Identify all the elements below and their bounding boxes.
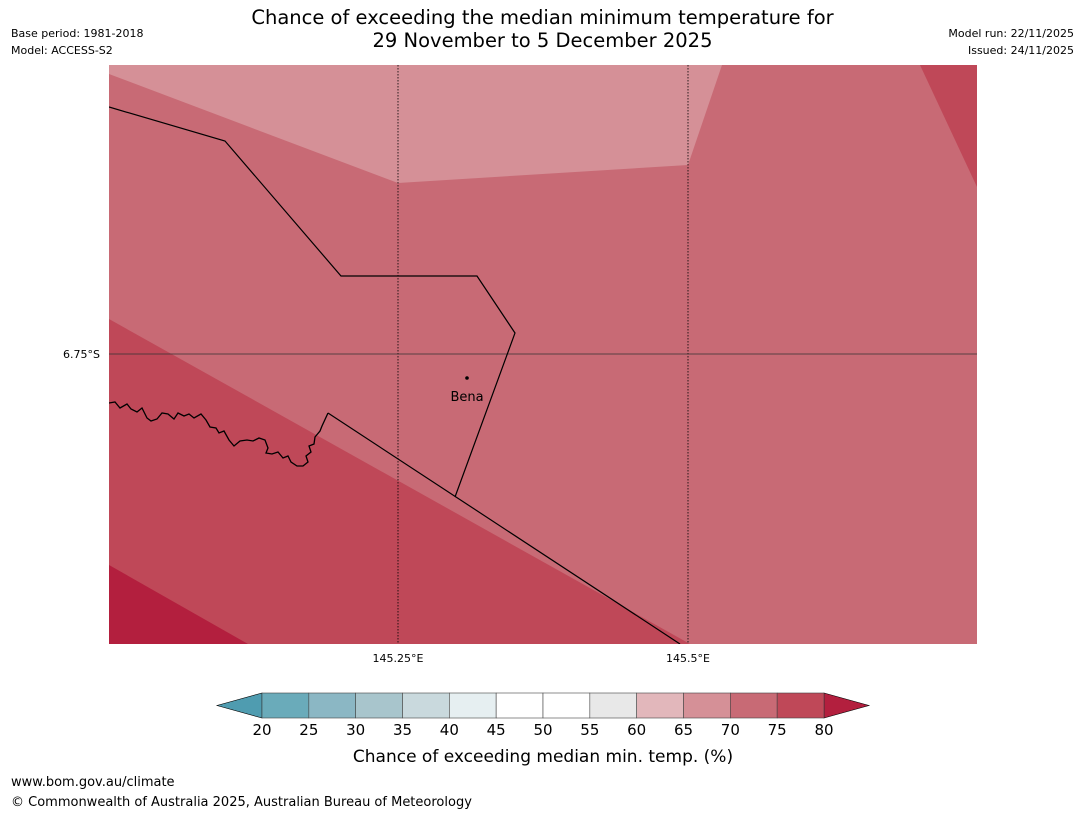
colorbar-tick-label: 60	[627, 721, 646, 739]
lon-axis-label-1: 145.25°E	[373, 652, 424, 665]
footer-url: www.bom.gov.au/climate	[11, 775, 175, 790]
colorbar-bin	[355, 692, 403, 719]
footer-copyright: © Commonwealth of Australia 2025, Austra…	[11, 795, 472, 810]
colorbar-bin	[495, 692, 544, 719]
base-period-text: Base period: 1981-2018	[11, 27, 144, 40]
header-meta-left: Base period: 1981-2018 Model: ACCESS-S2	[11, 25, 143, 59]
colorbar-tick-label: 75	[768, 721, 787, 739]
map-title: Chance of exceeding the median minimum t…	[180, 6, 905, 52]
colorbar-tick-label: 45	[487, 721, 506, 739]
colorbar-bin	[402, 692, 450, 719]
region-65-70	[109, 65, 722, 183]
colorbar-tick-label: 40	[440, 721, 459, 739]
lon-axis-label-2: 145.5°E	[666, 652, 710, 665]
region-75-80-corner	[920, 65, 977, 187]
model-text: Model: ACCESS-S2	[11, 44, 113, 57]
title-line-2: 29 November to 5 December 2025	[372, 29, 713, 52]
colorbar-over-arrow	[823, 692, 871, 719]
lat-axis-label: 6.75°S	[63, 348, 100, 361]
colorbar: 20 25 30 35 40 45 50 55 60 65 70 75 80	[215, 692, 871, 739]
colorbar-tick-label: 55	[580, 721, 599, 739]
map-plot-area	[109, 65, 977, 644]
colorbar-bin	[589, 692, 637, 719]
colorbar-bin	[308, 692, 356, 719]
colorbar-under-arrow	[215, 692, 263, 719]
place-label-bena: Bena	[450, 390, 483, 405]
province-boundary	[109, 106, 516, 498]
colorbar-tick-label: 25	[299, 721, 318, 739]
colorbar-label: Chance of exceeding median min. temp. (%…	[353, 747, 733, 767]
river-boundary	[109, 401, 329, 467]
town-marker	[465, 376, 469, 380]
colorbar-tick-label: 30	[346, 721, 365, 739]
colorbar-bin	[261, 692, 310, 719]
colorbar-tick-label: 20	[252, 721, 271, 739]
colorbar-tick-label: 50	[533, 721, 552, 739]
header-meta-right: Model run: 22/11/2025 Issued: 24/11/2025	[948, 25, 1074, 59]
colorbar-tick-label: 35	[393, 721, 412, 739]
colorbar-bin	[636, 692, 684, 719]
model-run-text: Model run: 22/11/2025	[948, 27, 1074, 40]
region-75-80	[109, 319, 690, 644]
colorbar-tick-label: 65	[674, 721, 693, 739]
colorbar-bin	[776, 692, 825, 719]
colorbar-bin	[683, 692, 731, 719]
colorbar-bin	[542, 692, 591, 719]
region-over-80	[109, 565, 248, 644]
province-boundary-south	[327, 412, 681, 644]
issued-text: Issued: 24/11/2025	[967, 44, 1074, 57]
title-line-1: Chance of exceeding the median minimum t…	[251, 6, 834, 29]
colorbar-bin	[449, 692, 497, 719]
colorbar-tick-label: 80	[814, 721, 833, 739]
colorbar-bin	[730, 692, 778, 719]
colorbar-tick-label: 70	[721, 721, 740, 739]
